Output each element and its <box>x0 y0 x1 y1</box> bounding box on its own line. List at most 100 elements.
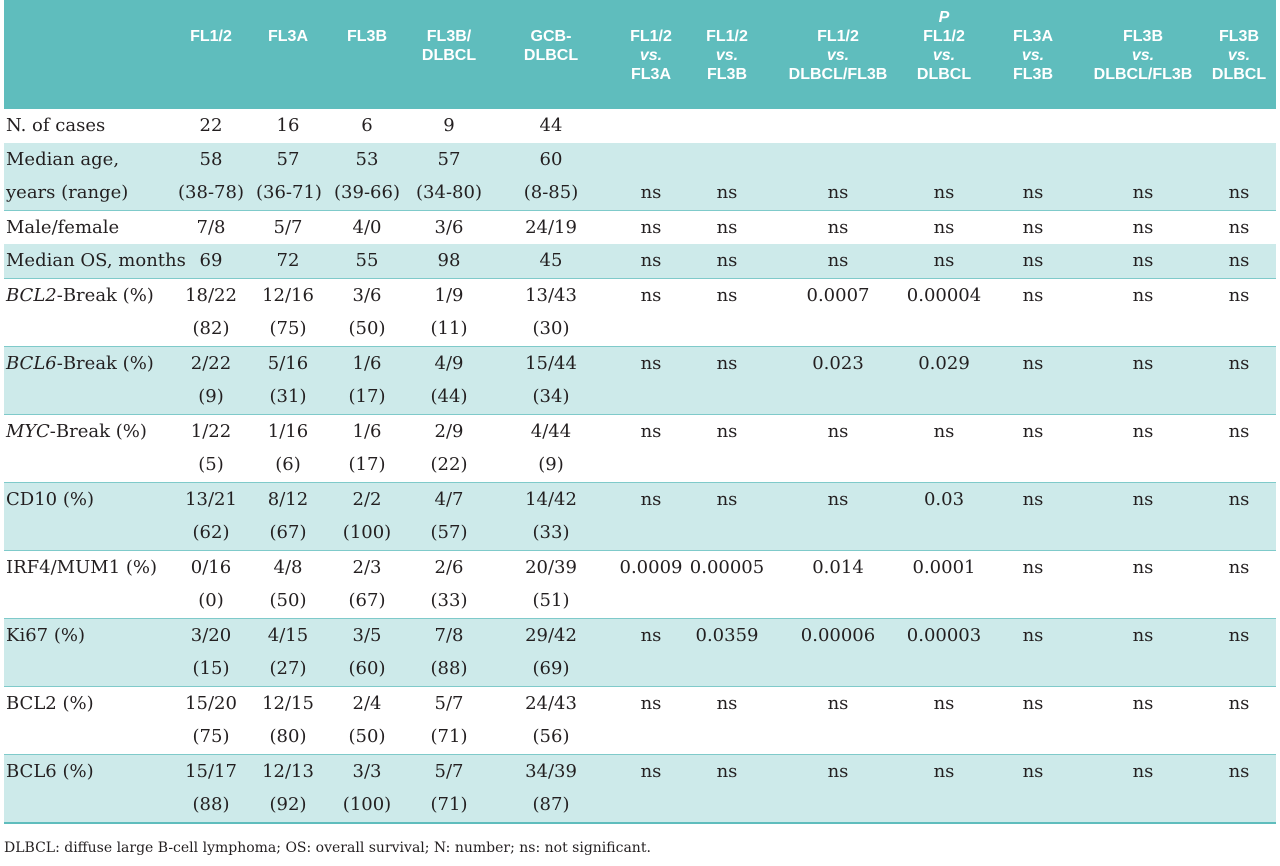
table-cell: 3/3 <box>320 753 414 788</box>
table-cell <box>1202 448 1276 482</box>
table-cell: (51) <box>532 590 570 611</box>
table-cell: ns <box>982 176 1084 210</box>
row-label-gene: BCL2 <box>6 284 57 306</box>
header-line-2: DLBCL/FL3B <box>1093 66 1193 83</box>
table-cell: 55 <box>320 244 414 278</box>
table-cell: 60 <box>484 142 618 176</box>
table-cell: (62) <box>166 516 256 550</box>
header-cell: FL1/2 vs. FL3B <box>684 0 770 109</box>
row-label-suffix: -Break (%) <box>56 284 154 306</box>
table-cell: ns <box>1084 753 1202 788</box>
table-cell: (100) <box>320 788 414 824</box>
table-row: (0) (50) (67) (33) (51) <box>4 584 1276 618</box>
table-cell <box>684 516 770 550</box>
table-cell <box>1084 380 1202 414</box>
table-cell: 1/6 <box>320 413 414 448</box>
header-cell: FL3A <box>256 0 320 109</box>
table-cell <box>618 584 684 618</box>
table-cell: ns <box>982 244 1084 278</box>
table-cell <box>1202 380 1276 414</box>
table-cell <box>618 788 684 824</box>
table-cell: 7/8 <box>166 209 256 244</box>
table-cell: 1/16 <box>256 413 320 448</box>
table-cell: 0.0009 <box>618 549 684 584</box>
row-label: Male/female <box>6 216 120 238</box>
table-cell: 4/15 <box>256 617 320 652</box>
table-cell <box>770 720 906 754</box>
table-cell: ns <box>906 209 982 244</box>
table-cell: 24/43 <box>484 685 618 720</box>
header-line-1: FL3B <box>347 28 387 45</box>
table-cell <box>684 108 770 143</box>
table-cell: ns <box>1202 617 1276 652</box>
p-value-label <box>414 8 484 27</box>
table-row: (75) (80) (50) (71) (56) <box>4 720 1276 754</box>
table-cell <box>982 380 1084 414</box>
table-cell: ns <box>1202 277 1276 312</box>
table-cell: 6 <box>361 115 373 136</box>
row-label-cell <box>4 720 166 754</box>
table-cell: ns <box>982 277 1084 312</box>
table-cell: (15) <box>166 652 256 686</box>
table-cell: ns <box>618 277 684 312</box>
table-cell <box>770 788 906 824</box>
table-row: IRF4/MUM1 (%) 0/16 4/8 2/3 2/6 20/39 0.0009 0.0… <box>4 549 1276 584</box>
table-cell: ns <box>1202 481 1276 516</box>
row-label-gene: MYC <box>6 420 50 442</box>
table-cell: ns <box>982 685 1084 720</box>
table-cell: 13/21 <box>166 481 256 516</box>
table-cell: (100) <box>320 516 414 550</box>
table-cell: ns <box>770 753 906 788</box>
table-cell: 57 <box>414 142 484 176</box>
table-cell: ns <box>684 481 770 516</box>
table-cell: 1/9 <box>414 277 484 312</box>
table-cell: ns <box>1202 753 1276 788</box>
table-cell: ns <box>770 685 906 720</box>
table-row: BCL2 (%) 15/20 12/15 2/4 5/7 24/43 ns ns ns ns ns n… <box>4 685 1276 720</box>
header-row: FL1/2 FL3A FL3B FL3B/DLBCL GCB- DLBCL FL1/2 vs.… <box>4 0 1276 109</box>
table-cell <box>1202 516 1276 550</box>
table-cell <box>770 516 906 550</box>
table-cell: 0.00003 <box>906 617 982 652</box>
table-cell: ns <box>1202 345 1276 380</box>
table-cell: ns <box>1202 176 1276 210</box>
table-cell: 45 <box>484 244 618 278</box>
table-cell <box>618 312 684 346</box>
header-cell: FL3B/DLBCL <box>414 0 484 109</box>
table-row: (9) (31) (17) (44) (34) <box>4 380 1276 414</box>
header-vs: vs. <box>715 47 739 64</box>
table-cell: (8-85) <box>484 176 618 210</box>
table-cell: (9) <box>538 454 564 475</box>
results-table: FL1/2 FL3A FL3B FL3B/DLBCL GCB- DLBCL FL1/2 vs.… <box>4 0 1276 824</box>
table-cell: 9 <box>443 115 455 136</box>
row-label-line-2: years (range) <box>6 182 129 203</box>
table-cell: 98 <box>414 244 484 278</box>
table-cell: 15/44 <box>484 345 618 380</box>
table-row: Median age, 58 57 53 57 60 <box>4 142 1276 176</box>
header-line-2: FL3B <box>707 66 747 83</box>
header-line-1: FL3A <box>268 28 308 45</box>
table-cell <box>684 380 770 414</box>
row-label: Median OS, months <box>6 250 186 271</box>
row-label-cell <box>4 448 166 482</box>
table-cell <box>982 720 1084 754</box>
table-cell: ns <box>618 345 684 380</box>
table-cell: ns <box>982 209 1084 244</box>
table-cell: 5/16 <box>256 345 320 380</box>
table-row: Ki67 (%) 3/20 4/15 3/5 7/8 29/42 ns 0.0359 0.000… <box>4 617 1276 652</box>
table-cell: (92) <box>256 788 320 824</box>
table-cell: ns <box>618 176 684 210</box>
table-row: CD10 (%) 13/21 8/12 2/2 4/7 14/42 ns ns ns 0.03 ns… <box>4 481 1276 516</box>
row-label-cell: Median OS, months <box>4 244 186 278</box>
header-line-1: FL3A <box>1013 28 1053 45</box>
p-value-label <box>1202 8 1276 27</box>
table-row: Male/female 7/8 5/7 4/0 3/6 24/19 ns ns ns ns ns ns… <box>4 209 1276 244</box>
table-cell <box>618 516 684 550</box>
row-label-cell <box>4 380 166 414</box>
table-cell: ns <box>1202 685 1276 720</box>
header-cell: FL3A vs. FL3B <box>982 0 1084 109</box>
table-cell: ns <box>618 209 684 244</box>
table-cell <box>906 108 982 143</box>
table-cell <box>906 788 982 824</box>
table-cell: ns <box>982 345 1084 380</box>
